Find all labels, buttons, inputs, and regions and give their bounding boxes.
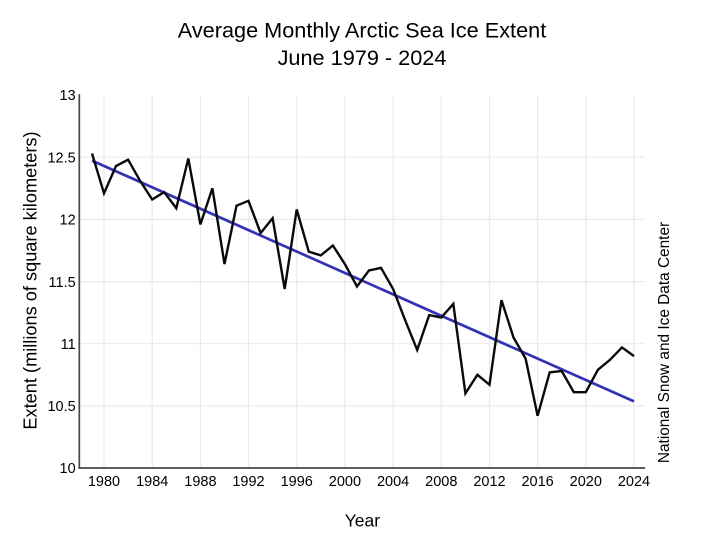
svg-text:10: 10 (60, 461, 76, 477)
svg-text:Extent (millions of square kil: Extent (millions of square kilometers) (21, 131, 41, 429)
svg-text:2024: 2024 (618, 474, 650, 490)
svg-text:13: 13 (60, 88, 76, 104)
svg-text:2012: 2012 (473, 474, 505, 490)
svg-text:11: 11 (61, 337, 76, 353)
svg-text:10.5: 10.5 (47, 399, 75, 415)
svg-text:1984: 1984 (136, 474, 168, 490)
svg-text:1996: 1996 (281, 474, 313, 490)
svg-text:1988: 1988 (184, 474, 216, 490)
svg-text:2000: 2000 (329, 474, 361, 490)
svg-text:11.5: 11.5 (49, 275, 76, 291)
svg-text:Year: Year (345, 511, 381, 531)
svg-text:National Snow and Ice Data Cen: National Snow and Ice Data Center (656, 222, 673, 463)
svg-text:12.5: 12.5 (47, 150, 75, 166)
svg-text:Average Monthly Arctic Sea Ice: Average Monthly Arctic Sea Ice Extent (178, 18, 546, 43)
svg-text:June 1979 - 2024: June 1979 - 2024 (278, 45, 447, 70)
svg-text:1980: 1980 (88, 474, 120, 490)
svg-text:2008: 2008 (425, 474, 457, 490)
svg-text:2016: 2016 (521, 474, 553, 490)
svg-text:1992: 1992 (232, 474, 264, 490)
svg-text:12: 12 (60, 213, 76, 229)
svg-text:2020: 2020 (570, 474, 602, 490)
svg-text:2004: 2004 (377, 474, 409, 490)
